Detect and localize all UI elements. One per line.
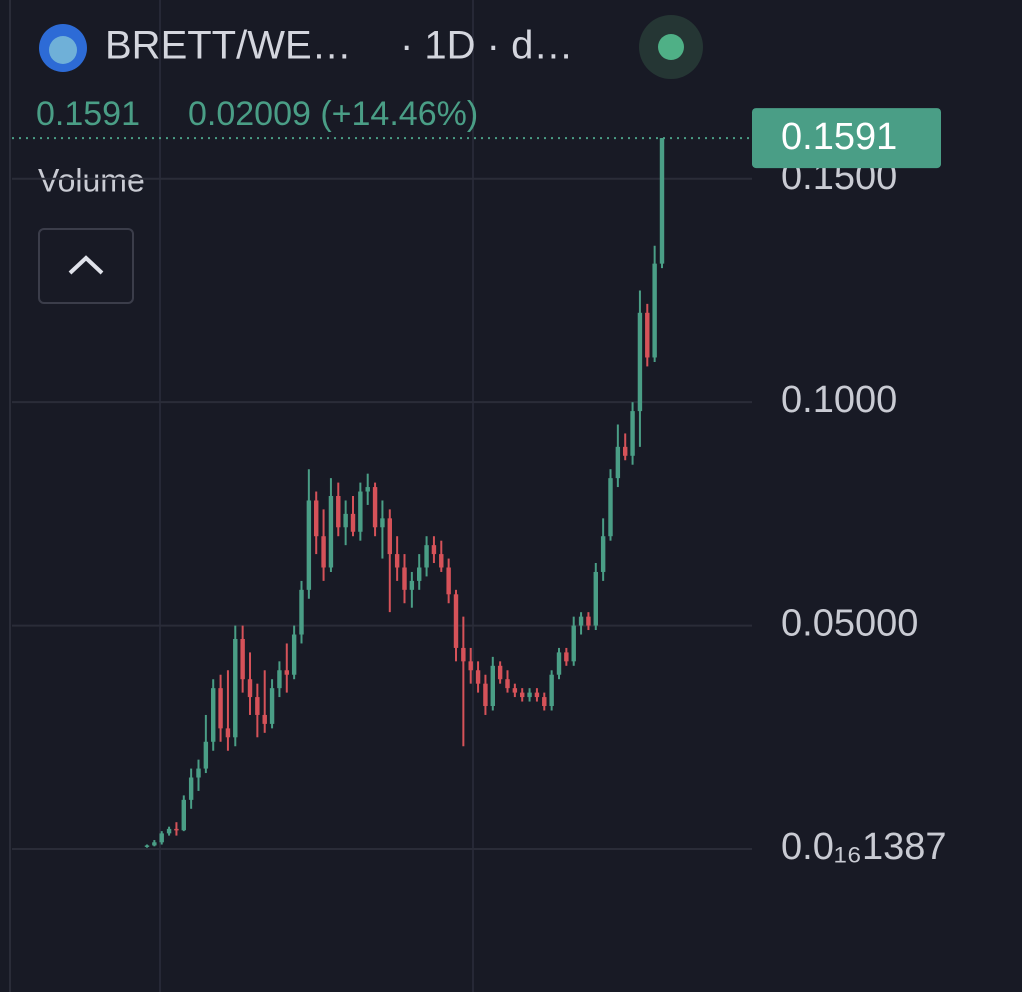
candle-body xyxy=(358,491,363,532)
candle-body xyxy=(475,670,481,684)
last-price-tag xyxy=(752,108,941,169)
candle-body xyxy=(299,589,304,635)
candle-body xyxy=(439,554,444,568)
candle-body xyxy=(468,661,473,671)
y-tick-label: 0.1000 xyxy=(781,379,897,421)
candle-body xyxy=(174,828,179,831)
candle-body xyxy=(159,833,164,843)
candle-body xyxy=(586,616,591,626)
candle-body xyxy=(203,741,209,769)
candle-body xyxy=(188,777,194,800)
candle-body xyxy=(233,638,238,738)
status-dot xyxy=(658,34,684,60)
candle-body xyxy=(144,845,150,847)
candle-body xyxy=(218,688,223,729)
candle-body xyxy=(387,518,392,555)
candle-body xyxy=(424,545,429,568)
price-change: 0.02009 (+14.46%) xyxy=(188,95,478,133)
candle-body xyxy=(321,536,326,568)
candle-body xyxy=(365,487,370,492)
candle-body xyxy=(372,487,378,528)
candle-body xyxy=(512,688,518,693)
chevron-up xyxy=(68,255,104,275)
candle-body xyxy=(490,665,495,707)
candle-body xyxy=(527,692,532,698)
candle-body xyxy=(166,828,172,834)
candle-body xyxy=(240,638,245,680)
candle-body xyxy=(328,496,334,568)
candle-body xyxy=(461,647,466,662)
candle-body xyxy=(277,670,282,689)
candle-body xyxy=(578,616,584,626)
candle-body xyxy=(336,496,341,528)
candle-body xyxy=(269,688,275,724)
candle-body xyxy=(615,446,621,479)
candle-body xyxy=(284,670,289,675)
candle-body xyxy=(314,500,319,537)
last-price: 0.1591 xyxy=(36,95,140,133)
candle-body xyxy=(350,513,356,532)
candle-body xyxy=(247,679,253,698)
candle-body xyxy=(225,728,231,738)
candle-body xyxy=(446,567,451,595)
candle-body xyxy=(600,536,606,572)
candle-body xyxy=(571,625,576,662)
candle-body xyxy=(645,312,650,358)
y-tick-label: 0.05000 xyxy=(781,603,918,645)
candle-body xyxy=(497,665,503,680)
candle-body xyxy=(659,138,665,264)
candle-body xyxy=(623,446,628,456)
candle-body xyxy=(637,312,643,412)
candle-body xyxy=(211,688,216,742)
candle-body xyxy=(262,714,267,724)
candle-body xyxy=(306,500,312,590)
candle-body xyxy=(453,594,459,648)
candle-body xyxy=(181,799,186,831)
collapse-button[interactable] xyxy=(38,228,134,304)
candle-body xyxy=(556,652,562,675)
candle-body xyxy=(343,513,348,528)
candle-body xyxy=(380,518,385,528)
candle-body xyxy=(534,692,540,698)
pair-icon-face xyxy=(49,36,77,64)
candle-body xyxy=(431,545,437,555)
candle-body xyxy=(608,478,613,537)
candle-body xyxy=(394,554,400,568)
last-price-tag-label: 0.1591 xyxy=(781,116,897,158)
interval[interactable]: · 1D · d… xyxy=(400,24,573,68)
candle-body xyxy=(520,692,525,698)
candle-body xyxy=(505,679,510,689)
pair-title[interactable]: BRETT/WE… xyxy=(105,24,352,68)
y-tick-label: 0.0₁₆1387 xyxy=(781,826,947,868)
candle-body xyxy=(549,674,554,707)
candle-body xyxy=(409,580,415,590)
candle-body xyxy=(402,567,407,590)
candle-body xyxy=(652,263,657,358)
candle-body xyxy=(291,634,297,675)
indicator-label: Volume xyxy=(38,162,145,198)
candle-body xyxy=(417,567,422,581)
candle-body xyxy=(564,652,569,662)
candle-body xyxy=(483,683,488,707)
candle-body xyxy=(593,571,598,626)
candle-body xyxy=(542,697,547,707)
candle-body xyxy=(152,842,157,846)
candle-body xyxy=(255,697,260,715)
candle-body xyxy=(196,768,201,778)
candle-body xyxy=(630,411,635,456)
